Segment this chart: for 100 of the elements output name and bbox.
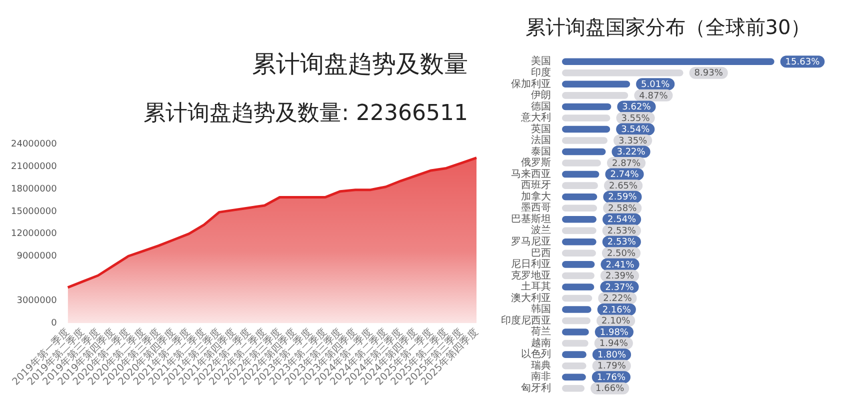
y-tick-label: 法国 [531,134,551,146]
y-tick-label: 21000000 [10,162,58,172]
bar [562,362,586,370]
y-tick-label: 印度 [531,66,551,78]
y-tick-label: 意大利 [520,112,551,124]
data-label: 4.87% [639,91,668,102]
y-tick-label: 英国 [531,122,551,135]
y-tick-label: 24000000 [10,140,58,150]
y-tick-label: 18000000 [10,184,58,194]
data-label: 2.39% [605,272,635,282]
y-tick-label: 韩国 [531,303,551,316]
y-tick-label: 巴西 [531,248,551,259]
data-label: 3.62% [622,102,652,113]
data-label: 3.55% [621,114,650,124]
y-tick-label: 墨西哥 [521,202,551,214]
data-label: 8.93% [694,68,724,79]
data-label: 2.53% [607,238,636,248]
y-tick-label: 美国 [531,55,551,68]
data-label: 2.58% [608,204,638,214]
y-tick-label: 越南 [531,336,551,349]
chart-subtitle: 累计询盘趋势及数量: 22366511 [142,100,469,128]
bar [562,328,589,336]
bar [562,351,586,358]
data-label: 2.54% [608,215,637,226]
bar [562,137,608,144]
bar [562,58,774,66]
data-label: 2.74% [610,170,640,180]
bar [562,160,601,166]
bar [562,261,595,268]
data-label: 2.16% [602,305,632,316]
y-tick-label: 9000000 [16,251,58,262]
bar [562,70,684,76]
bar [562,148,606,156]
bar [562,216,596,223]
bar [562,80,630,88]
y-tick-label: 南非 [531,370,551,383]
y-tick-label: 0 [51,318,58,329]
y-tick-label: 15000000 [10,206,58,217]
y-tick-label: 伊朗 [531,89,551,102]
y-tick-label: 巴基斯坦 [511,212,551,225]
data-label: 2.53% [607,226,636,236]
bar [562,238,596,246]
data-label: 1.66% [596,384,625,394]
chart-title: 累计询盘趋势及数量 [251,49,469,80]
bar [562,306,592,313]
data-label: 3.35% [618,136,648,146]
bar [562,250,596,257]
data-label: 3.54% [621,125,650,136]
bar [562,126,610,133]
bar [562,374,586,380]
chart-title: 累计询盘国家分布（全球前30） [524,14,812,41]
bar [562,170,600,178]
y-tick-label: 印度尼西亚 [501,314,551,326]
y-tick-label: 土耳其 [521,280,551,293]
y-tick-label: 3000000 [16,296,58,306]
bar [562,294,592,302]
data-label: 2.65% [608,181,638,192]
y-tick-label: 瑞典 [531,359,551,372]
bar [562,340,588,347]
bar [562,227,596,234]
data-label: 3.22% [616,148,646,158]
data-label: 2.41% [606,260,635,270]
bar [562,284,594,290]
data-label: 2.50% [606,249,636,260]
data-label: 2.37% [605,282,634,293]
data-label: 1.98% [600,328,629,338]
data-label: 2.59% [608,192,638,203]
y-tick-label: 西班牙 [521,179,551,192]
data-label: 1.76% [596,372,626,383]
bar [562,272,594,280]
y-tick-label: 荷兰 [531,326,551,338]
y-tick-label: 12000000 [10,229,58,240]
y-tick-label: 以色列 [521,348,551,360]
y-tick-label: 罗马尼亚 [511,236,551,248]
y-tick-label: 克罗地亚 [511,269,551,282]
y-tick-label: 保加利亚 [511,78,551,90]
bar [562,204,598,212]
bar [562,317,591,324]
bar [562,193,598,200]
bar [562,103,612,110]
data-label: 2.10% [602,316,631,327]
y-tick-label: 加拿大 [521,190,551,202]
bar [562,182,598,189]
y-tick-label: 俄罗斯 [521,156,551,169]
data-label: 2.87% [612,158,642,169]
y-tick-label: 匈牙利 [521,382,551,394]
bar [562,114,610,122]
data-label: 1.94% [599,339,628,350]
y-tick-label: 波兰 [531,224,551,236]
y-tick-label: 马来西亚 [511,168,551,180]
y-tick-label: 德国 [531,101,551,112]
data-label: 5.01% [641,80,670,90]
y-tick-label: 泰国 [531,146,551,158]
data-label: 1.80% [597,350,626,360]
bar [562,92,628,99]
data-label: 2.22% [603,294,632,304]
data-label: 1.79% [597,362,626,372]
data-label: 15.63% [785,57,820,68]
y-tick-label: 澳大利亚 [511,292,551,304]
y-tick-label: 尼日利亚 [511,258,551,270]
